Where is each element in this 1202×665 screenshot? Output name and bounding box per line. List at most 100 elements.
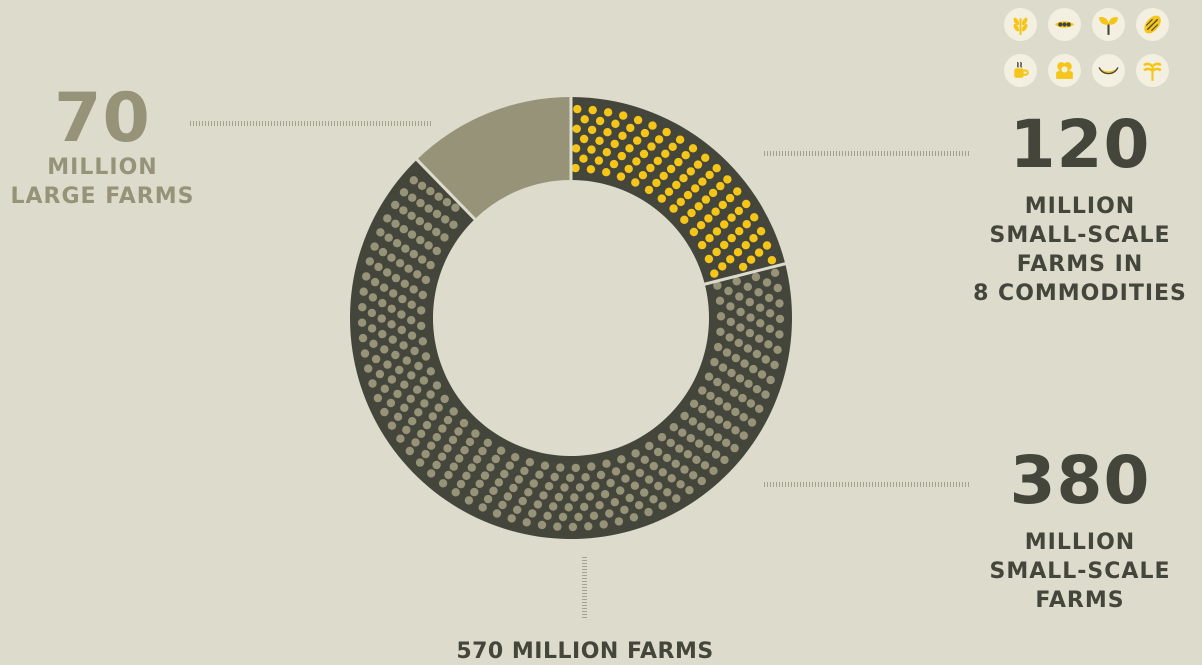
dot-small_scale_other (472, 455, 482, 464)
cotton-icon (1048, 54, 1081, 87)
dot-small_scale_8_commodities (694, 202, 703, 211)
dot-small_scale_other (680, 411, 689, 421)
dot-small_scale_other (689, 399, 699, 408)
small-scale-label: 380 MILLION SMALL-SCALE FARMS (958, 448, 1202, 615)
dot-small_scale_other (739, 413, 748, 422)
dot-small_scale_other (380, 345, 389, 354)
dot-small_scale_other (367, 324, 377, 333)
dot-small_scale_8_commodities (727, 233, 736, 243)
dot-small_scale_other (386, 398, 396, 408)
dot-small_scale_8_commodities (750, 213, 759, 222)
dot-small_scale_other (358, 303, 367, 312)
dot-small_scale_8_commodities (727, 213, 736, 222)
dot-small_scale_8_commodities (571, 144, 581, 153)
dot-small_scale_other (564, 503, 573, 512)
dot-small_scale_8_commodities (679, 174, 688, 183)
small-scale-8-line-4: 8 COMMODITIES (973, 281, 1187, 307)
dot-small_scale_8_commodities (652, 178, 661, 188)
dot-small_scale_other (415, 458, 425, 467)
dot-small_scale_8_commodities (733, 187, 742, 196)
leader-line-total (582, 557, 587, 619)
dot-small_scale_8_commodities (718, 200, 727, 210)
dot-small_scale_other (727, 368, 736, 378)
dot-small_scale_other (373, 393, 383, 403)
dot-small_scale_8_commodities (644, 185, 654, 195)
dot-small_scale_other (370, 277, 380, 287)
dot-small_scale_other (605, 509, 614, 518)
dot-small_scale_other (736, 307, 745, 317)
dot-small_scale_other (379, 283, 389, 292)
dot-small_scale_other (775, 314, 785, 324)
dot-small_scale_other (697, 476, 706, 486)
dot-small_scale_other (695, 439, 704, 448)
dot-small_scale_other (752, 385, 762, 394)
dot-small_scale_other (378, 247, 388, 257)
dot-small_scale_other (391, 219, 400, 228)
dot-small_scale_8_commodities (711, 207, 720, 216)
dot-small_scale_other (393, 412, 403, 421)
dot-small_scale_other (602, 459, 611, 468)
dot-small_scale_other (378, 329, 387, 339)
dot-small_scale_8_commodities (588, 105, 597, 115)
dot-small_scale_other (611, 467, 621, 476)
dot-small_scale_other (407, 331, 417, 340)
dot-small_scale_8_commodities (676, 197, 685, 207)
dot-small_scale_other (722, 438, 731, 447)
dot-small_scale_other (480, 471, 490, 480)
dot-small_scale_8_commodities (754, 248, 764, 257)
dot-small_scale_8_commodities (668, 142, 677, 151)
dot-small_scale_other (388, 335, 397, 344)
dot-small_scale_other (511, 453, 520, 462)
dot-small_scale_other (505, 461, 514, 470)
dot-small_scale_other (706, 410, 715, 419)
dot-small_scale_other (413, 270, 422, 279)
dot-small_scale_other (418, 290, 427, 300)
dot-small_scale_8_commodities (749, 234, 758, 243)
dot-small_scale_other (587, 462, 596, 471)
dot-small_scale_other (396, 434, 405, 443)
dot-small_scale_8_commodities (579, 154, 588, 163)
dot-small_scale_other (680, 465, 689, 474)
dot-small_scale_8_commodities (720, 240, 729, 250)
dot-small_scale_other (764, 340, 773, 349)
dot-small_scale_other (483, 494, 493, 504)
dot-small_scale_other (456, 479, 466, 489)
dot-small_scale_8_commodities (697, 240, 707, 250)
dot-small_scale_other (440, 394, 449, 404)
dot-small_scale_other (581, 473, 590, 482)
dot-small_scale_other (705, 427, 714, 437)
dot-small_scale_other (398, 294, 407, 304)
dot-small_scale_other (584, 522, 593, 531)
dot-small_scale_other (544, 482, 554, 491)
dot-small_scale_other (418, 337, 427, 346)
dot-small_scale_other (360, 349, 370, 358)
dot-small_scale_other (528, 509, 537, 518)
dot-small_scale_other (704, 372, 714, 381)
dot-small_scale_8_commodities (726, 255, 735, 264)
dot-small_scale_other (755, 334, 764, 343)
dot-small_scale_other (714, 415, 724, 424)
dot-small_scale_other (706, 391, 715, 401)
dot-small_scale_other (432, 460, 441, 470)
dot-small_scale_other (580, 502, 589, 512)
dot-small_scale_other (471, 429, 480, 438)
dot-small_scale_other (384, 233, 393, 242)
dot-small_scale_other (409, 249, 418, 259)
dot-small_scale_other (669, 423, 678, 432)
dot-small_scale_other (399, 188, 409, 197)
dot-small_scale_other (397, 310, 406, 319)
dot-small_scale_other (730, 443, 739, 453)
dot-small_scale_other (383, 214, 392, 223)
dot-small_scale_other (634, 501, 644, 510)
dot-small_scale_other (731, 426, 740, 435)
dot-small_scale_other (585, 492, 594, 501)
dot-small_scale_other (685, 486, 694, 495)
dot-small_scale_other (423, 222, 433, 231)
dot-small_scale_other (649, 461, 658, 471)
dot-small_scale_8_commodities (716, 181, 725, 191)
dot-small_scale_8_commodities (691, 184, 700, 193)
dot-small_scale_8_commodities (638, 171, 648, 180)
dot-small_scale_other (773, 283, 782, 293)
